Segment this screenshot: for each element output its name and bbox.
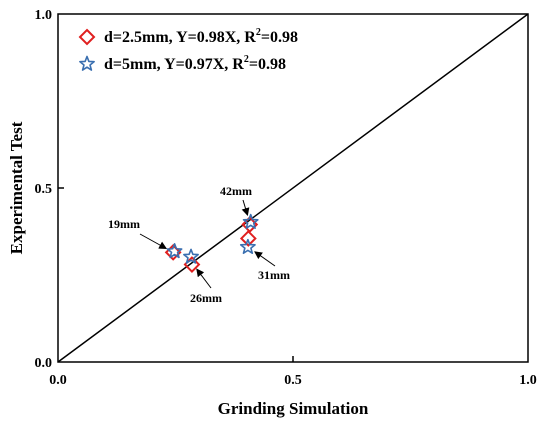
y-axis: 0.0 0.5 1.0 Experimental Test [7,8,64,371]
y-tick-label: 0.5 [35,182,53,197]
legend-star-icon [79,55,95,71]
x-axis-title: Grinding Simulation [218,399,369,418]
annotation-arrow [241,199,250,217]
y-axis-title: Experimental Test [7,121,26,254]
legend-marker-diamond [78,28,96,46]
annotation-arrow [196,268,212,289]
data-point-star [242,213,259,229]
legend-entry-1: d=2.5mm, Y=0.98X, R2=0.98 [104,27,298,46]
annotation-label: 26mm [190,291,222,305]
annotations: 19mm 26mm 31mm 42mm [108,184,290,305]
data-points [164,213,259,273]
reference-line [57,13,529,363]
x-tick-label: 0.0 [49,373,67,388]
x-tick-label: 1.0 [519,373,537,388]
annotation-arrow [254,251,276,267]
legend: d=2.5mm, Y=0.98X, R2=0.98 d=5mm, Y=0.97X… [78,27,298,73]
data-point-star [166,243,183,259]
legend-diamond-icon [78,28,96,46]
annotation-label: 31mm [258,268,290,282]
annotation-arrow [139,233,168,249]
y-tick-label: 0.0 [35,356,53,371]
data-point-star [183,248,199,264]
legend-entry-2: d=5mm, Y=0.97X, R2=0.98 [104,54,286,73]
x-axis: 0.0 0.5 1.0 Grinding Simulation [49,356,537,418]
annotation-label: 19mm [108,217,140,231]
x-tick-label: 0.5 [284,373,302,388]
data-point-star [239,238,256,255]
annotation-label: 42mm [220,184,252,198]
data-point-diamond [239,230,257,247]
y-tick-label: 1.0 [35,8,53,23]
legend-marker-star [79,55,95,71]
